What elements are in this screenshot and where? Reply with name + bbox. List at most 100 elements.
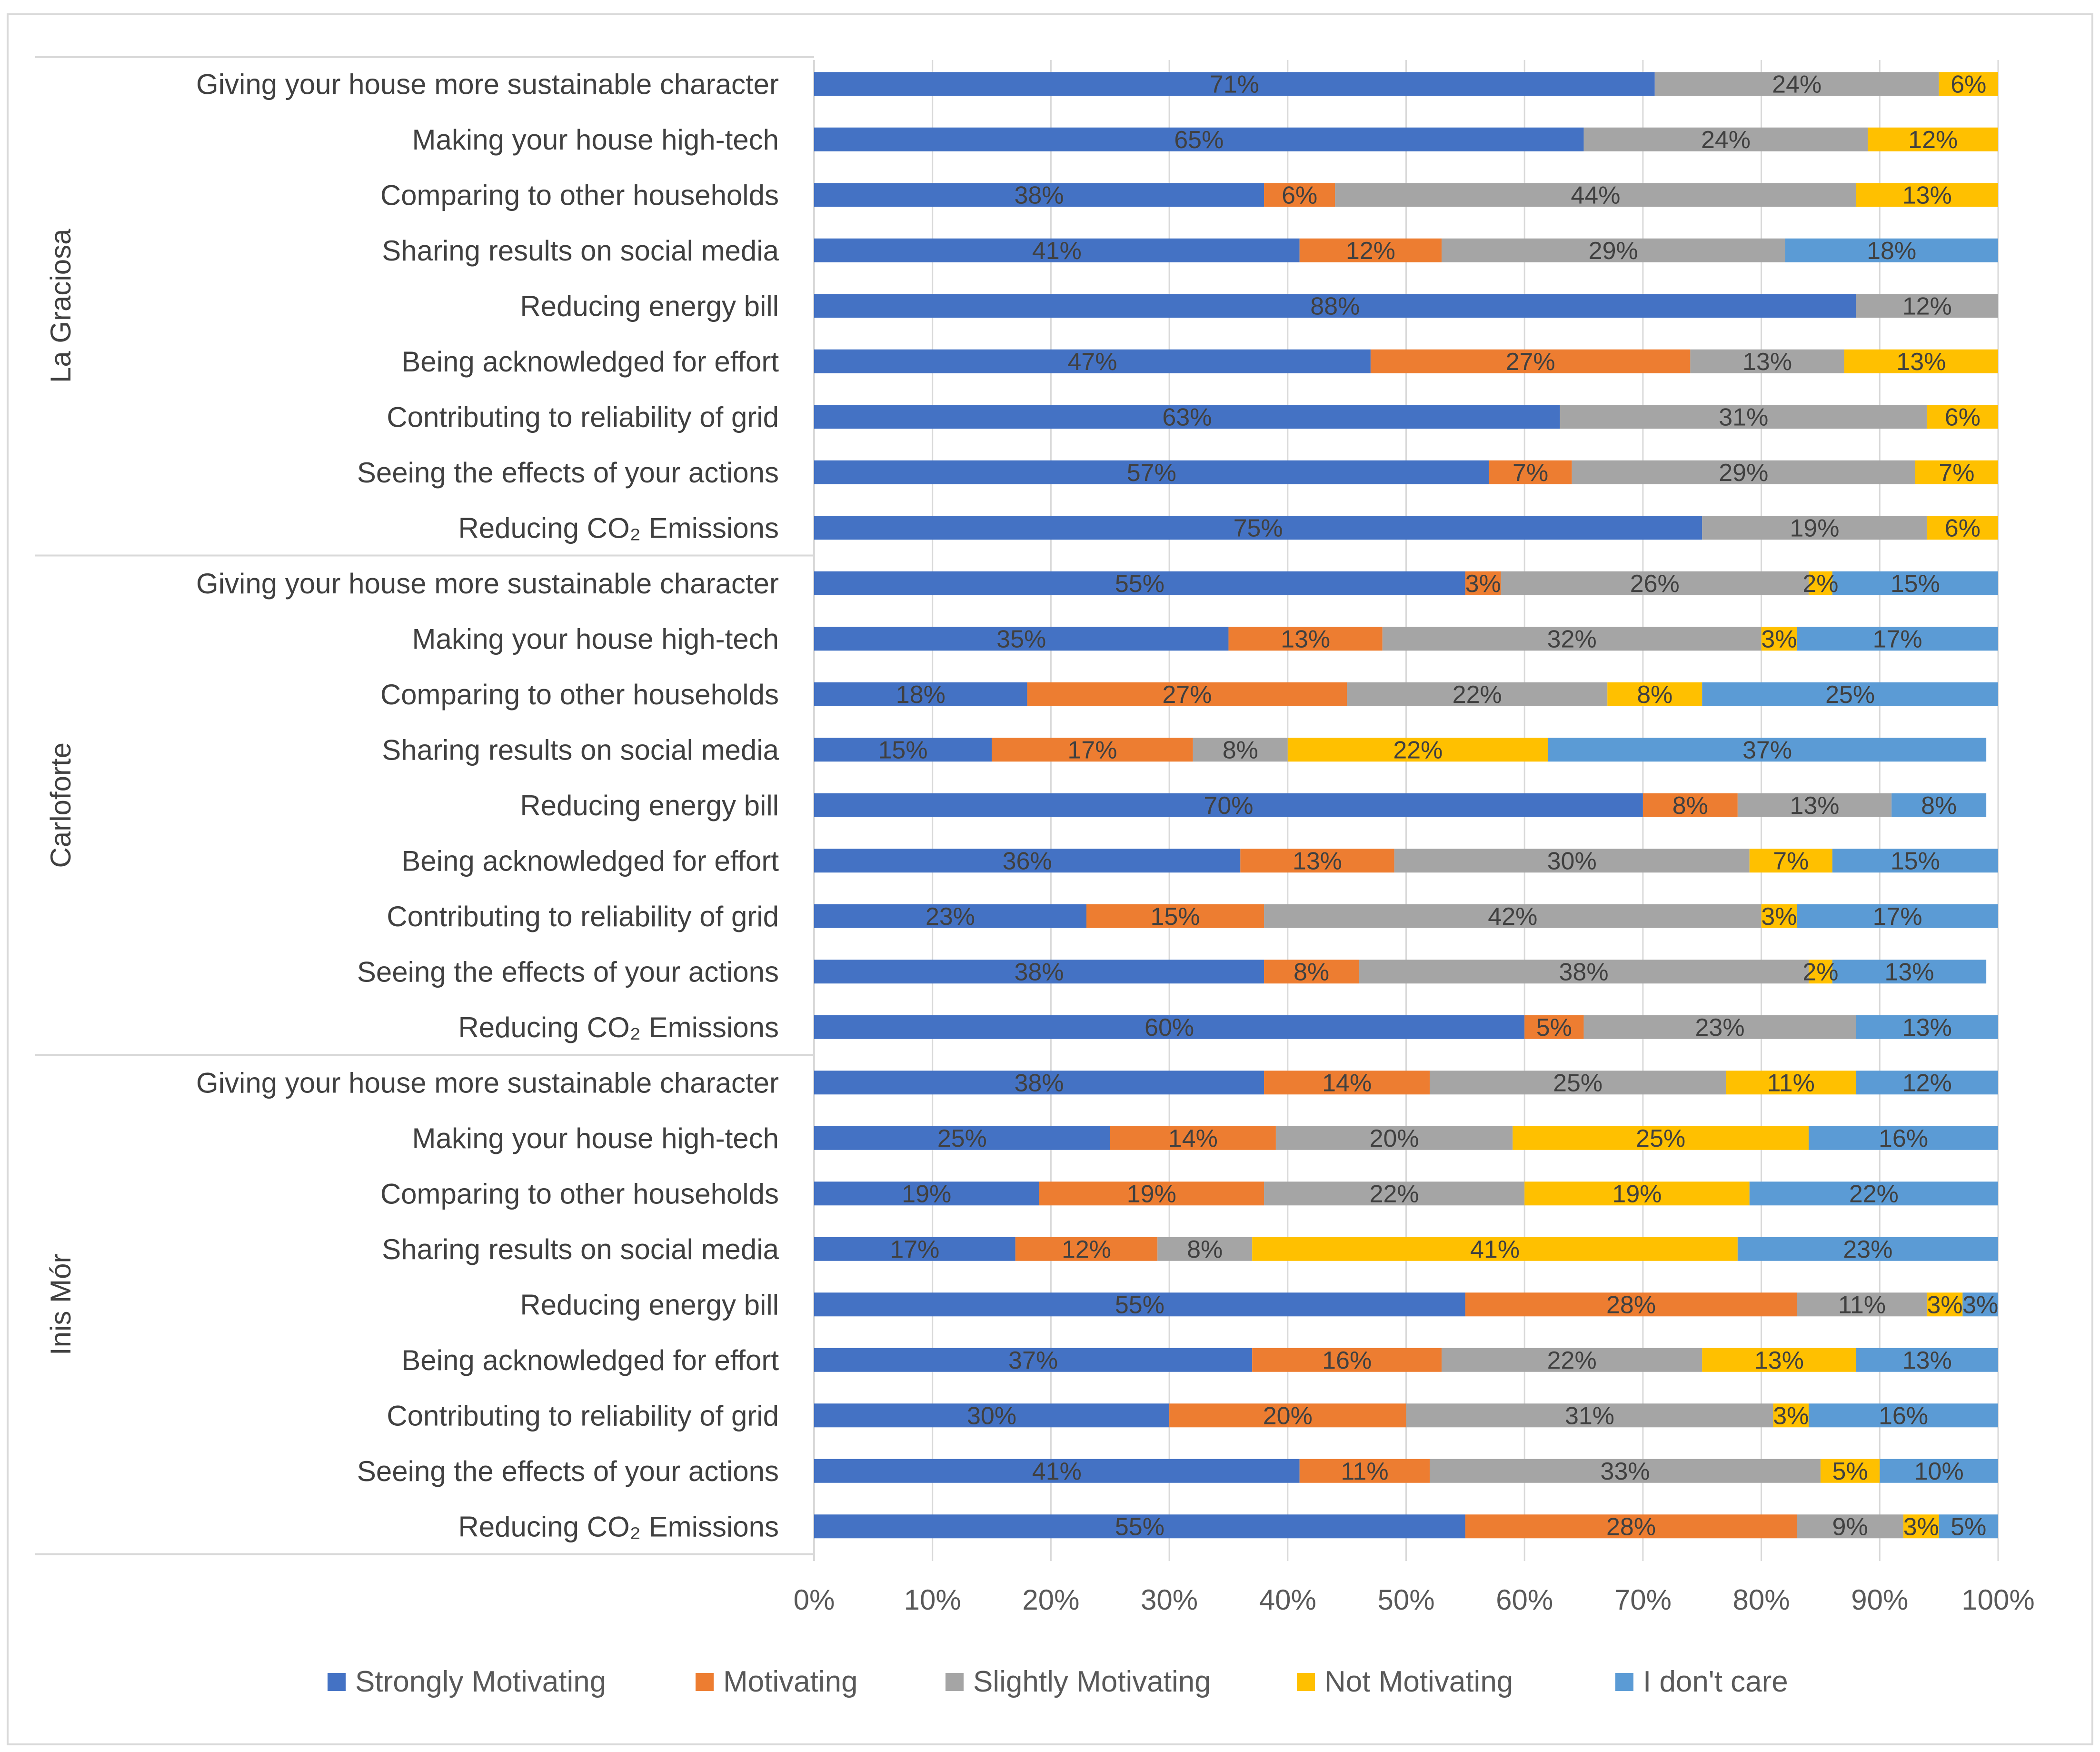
legend-swatch xyxy=(945,1673,964,1691)
data-label: 3% xyxy=(1773,1402,1809,1430)
data-label: 3% xyxy=(1927,1291,1963,1319)
bar-segment-motivating xyxy=(1264,960,1359,984)
bar-segment-motivating xyxy=(1642,793,1738,817)
data-label: 5% xyxy=(1536,1014,1572,1041)
bar-segment-motivating xyxy=(1465,571,1501,595)
data-label: 88% xyxy=(1310,292,1360,320)
bar-segment-slightly-motivating xyxy=(1737,793,1892,817)
category-label: Comparing to other households xyxy=(380,1178,779,1210)
bar-segment-i-don-t-care xyxy=(1832,849,1998,873)
data-label: 22% xyxy=(1547,1347,1597,1374)
data-label: 8% xyxy=(1187,1236,1223,1263)
bar-segment-strongly-motivating xyxy=(814,1348,1253,1372)
data-label: 24% xyxy=(1772,70,1821,98)
data-label: 19% xyxy=(1790,514,1839,542)
x-tick-label: 70% xyxy=(1614,1584,1672,1616)
data-label: 37% xyxy=(1742,736,1792,764)
data-label: 30% xyxy=(1547,847,1597,875)
bar-segment-not-motivating xyxy=(1761,627,1797,651)
bar-segment-strongly-motivating xyxy=(814,1292,1465,1317)
data-label: 57% xyxy=(1127,459,1176,487)
legend-swatch xyxy=(1297,1673,1315,1691)
data-label: 42% xyxy=(1488,903,1537,931)
bar-segment-slightly-motivating xyxy=(1583,1015,1856,1039)
bar-segment-strongly-motivating xyxy=(814,682,1027,706)
bar-segment-i-don-t-care xyxy=(1797,627,1998,651)
category-label: Contributing to reliability of grid xyxy=(387,901,779,932)
data-label: 41% xyxy=(1470,1236,1520,1263)
bar-segment-strongly-motivating xyxy=(814,460,1489,484)
x-tick-label: 20% xyxy=(1022,1584,1079,1616)
bar-segment-motivating xyxy=(1240,849,1394,873)
category-label: Making your house high-tech xyxy=(412,1122,779,1154)
chart-frame: Giving your house more sustainable chara… xyxy=(7,13,2093,1745)
bar-segment-strongly-motivating xyxy=(814,516,1702,540)
data-label: 55% xyxy=(1115,1513,1164,1541)
bar-segment-not-motivating xyxy=(1524,1181,1750,1206)
bar-segment-slightly-motivating xyxy=(1690,349,1844,373)
data-label: 16% xyxy=(1322,1347,1372,1374)
data-label: 6% xyxy=(1282,181,1317,209)
data-label: 15% xyxy=(1891,847,1940,875)
bar-segment-strongly-motivating xyxy=(814,1181,1039,1206)
category-label: Giving your house more sustainable chara… xyxy=(196,1067,779,1099)
bar-segment-slightly-motivating xyxy=(1430,1459,1821,1483)
bar-segment-not-motivating xyxy=(1809,960,1832,984)
data-label: 23% xyxy=(1695,1014,1745,1041)
data-label: 12% xyxy=(1902,1069,1952,1097)
category-label: Sharing results on social media xyxy=(382,1233,779,1265)
data-label: 7% xyxy=(1773,847,1809,875)
bars xyxy=(814,72,1998,1539)
bar-segment-strongly-motivating xyxy=(814,904,1087,928)
bar-segment-slightly-motivating xyxy=(1359,960,1809,984)
data-label: 29% xyxy=(1589,237,1638,265)
bar-segment-strongly-motivating xyxy=(814,405,1560,429)
bar-segment-not-motivating xyxy=(1915,460,1998,484)
bar-segment-i-don-t-care xyxy=(1832,960,1987,984)
bar-segment-i-don-t-care xyxy=(1856,1348,1998,1372)
bar-segment-i-don-t-care xyxy=(1962,1292,1998,1317)
bar-segment-i-don-t-care xyxy=(1737,1237,1998,1261)
data-label: 13% xyxy=(1742,348,1792,376)
data-label: 27% xyxy=(1506,348,1555,376)
bar-segment-motivating xyxy=(1027,682,1347,706)
data-label: 13% xyxy=(1293,847,1342,875)
data-label: 63% xyxy=(1162,403,1212,431)
data-label: 30% xyxy=(967,1402,1016,1430)
data-label: 12% xyxy=(1908,126,1958,154)
bar-segment-slightly-motivating xyxy=(1335,183,1856,207)
bar-segment-strongly-motivating xyxy=(814,1126,1110,1150)
bar-segment-i-don-t-care xyxy=(1832,571,1998,595)
category-label: Seeing the effects of your actions xyxy=(357,457,779,489)
data-label: 17% xyxy=(1873,625,1922,653)
data-label: 24% xyxy=(1701,126,1751,154)
category-label: Being acknowledged for effort xyxy=(401,845,779,877)
data-label: 7% xyxy=(1939,459,1974,487)
category-label: Sharing results on social media xyxy=(382,734,779,766)
bar-segment-slightly-motivating xyxy=(1442,1348,1702,1372)
data-label: 13% xyxy=(1902,1014,1952,1041)
data-label: 22% xyxy=(1453,681,1502,709)
data-label: 28% xyxy=(1606,1513,1656,1541)
category-label: Seeing the effects of your actions xyxy=(357,1455,779,1487)
data-label: 8% xyxy=(1637,681,1672,709)
stacked-bar-chart: Giving your house more sustainable chara… xyxy=(35,56,2035,1698)
bar-segment-motivating xyxy=(1370,349,1691,373)
data-label: 71% xyxy=(1210,70,1259,98)
data-label: 8% xyxy=(1223,736,1258,764)
x-axis-ticks: 0% 10% 20% 30% 40% 50% 60% 70% 80% 90% 100% xyxy=(794,1584,2035,1616)
data-label: 16% xyxy=(1879,1402,1928,1430)
bar-segment-motivating xyxy=(1489,460,1572,484)
legend-label: I don't care xyxy=(1643,1665,1788,1698)
data-label: 55% xyxy=(1115,1291,1164,1319)
data-label: 12% xyxy=(1062,1236,1111,1263)
category-label: Giving your house more sustainable chara… xyxy=(196,68,779,100)
data-label: 2% xyxy=(1802,958,1838,986)
x-tick-label: 50% xyxy=(1377,1584,1434,1616)
data-label: 25% xyxy=(937,1125,987,1152)
bar-segment-not-motivating xyxy=(1513,1126,1809,1150)
bar-segment-strongly-motivating xyxy=(814,1403,1170,1428)
data-label: 22% xyxy=(1849,1180,1899,1208)
legend-label: Strongly Motivating xyxy=(355,1665,606,1698)
data-label: 6% xyxy=(1951,70,1986,98)
